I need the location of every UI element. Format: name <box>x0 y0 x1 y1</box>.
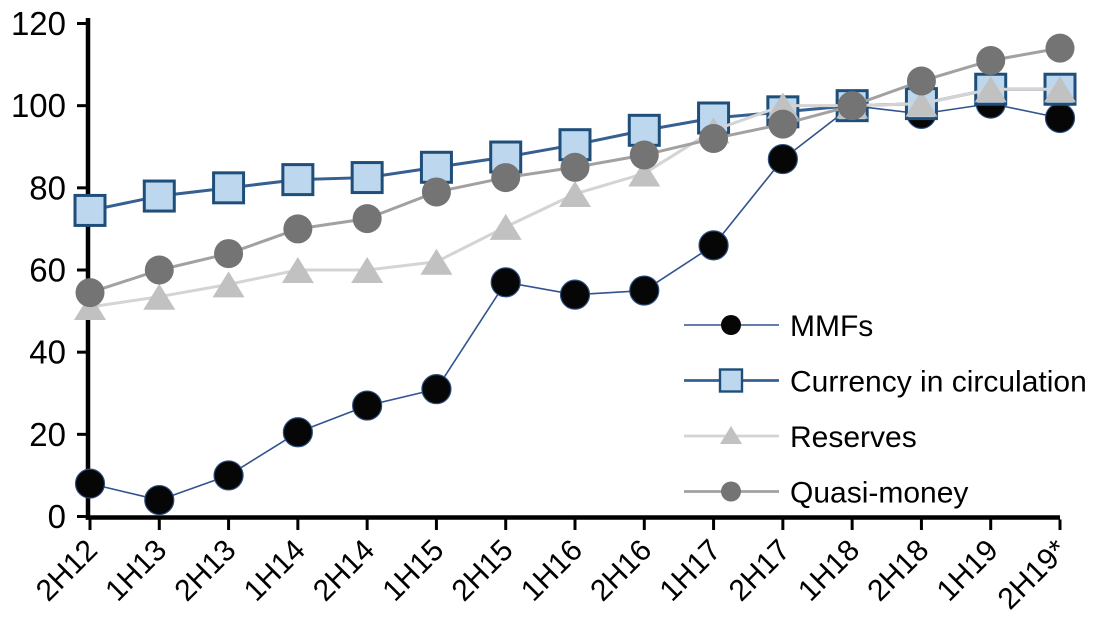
quasi-money-marker <box>837 91 867 121</box>
mmfs-marker <box>213 460 244 491</box>
legend-label: MMFs <box>790 310 873 343</box>
mmfs-marker <box>74 468 106 499</box>
legend-item-reserves: Reserves <box>684 421 917 454</box>
quasi-money-marker <box>560 152 590 182</box>
quasi-money-marker <box>352 204 382 234</box>
x-axis-label: 1H19 <box>931 534 1005 608</box>
reserves-marker <box>212 271 245 298</box>
legend-label: Currency in circulation <box>790 366 1087 399</box>
quasi-money-marker <box>906 66 936 96</box>
x-axis-label: 2H12 <box>30 534 104 608</box>
reserves-marker <box>559 180 591 207</box>
quasi-money-marker <box>144 255 174 285</box>
x-axis-label: 1H13 <box>99 534 173 608</box>
quasi-money-marker <box>768 109 798 139</box>
x-axis-label: 1H15 <box>376 534 450 608</box>
legend-item-quasi-money: Quasi-money <box>684 477 968 510</box>
mmfs-marker <box>767 143 798 175</box>
x-axis-label: 2H17 <box>723 534 797 608</box>
x-axis-label: 2H14 <box>307 534 381 608</box>
mmfs-marker <box>144 484 175 516</box>
reserves-marker <box>1044 76 1076 103</box>
reserves-marker <box>489 213 522 240</box>
currency-in-circulation-legend-marker <box>718 368 744 393</box>
mmfs-marker <box>282 417 313 448</box>
x-axis-label: 1H17 <box>653 534 727 608</box>
reserves-marker <box>905 90 938 117</box>
y-axis-label: 120 <box>11 5 66 42</box>
quasi-money-marker <box>629 140 659 170</box>
currency-in-circulation-marker <box>73 193 107 227</box>
reserves-marker <box>351 257 384 283</box>
y-axis-label: 100 <box>11 87 66 124</box>
legend-item-mmfs: MMFs <box>684 310 873 343</box>
reserves-marker <box>420 248 453 275</box>
quasi-money-marker <box>491 163 521 193</box>
series-quasi-money <box>75 33 1075 308</box>
quasi-money-marker <box>699 124 729 154</box>
y-axis-label: 60 <box>29 252 66 289</box>
reserves-marker <box>974 76 1007 103</box>
mmfs-marker <box>698 230 729 261</box>
mmfs-legend-marker <box>721 315 741 335</box>
quasi-money-marker <box>283 214 313 244</box>
x-axis-label: 2H15 <box>446 534 520 608</box>
quasi-money-marker <box>1045 33 1075 63</box>
currency-in-circulation-marker <box>281 163 315 197</box>
quasi-money-marker <box>214 239 244 269</box>
currency-in-circulation-marker <box>142 179 176 213</box>
mmfs-marker <box>1044 102 1076 134</box>
x-axis-label: 2H16 <box>584 534 658 608</box>
y-axis-label: 20 <box>29 416 66 453</box>
y-axis-label: 40 <box>29 334 66 371</box>
legend-item-currency-in-circulation: Currency in circulation <box>684 366 1087 399</box>
currency-in-circulation-marker <box>627 113 661 147</box>
legend-label: Quasi-money <box>790 477 968 510</box>
x-axis-label: 2H13 <box>168 534 242 608</box>
reserves-marker <box>281 257 314 283</box>
mmfs-marker <box>490 267 521 298</box>
reserves-marker <box>628 160 661 187</box>
x-axis-label: 2H19* <box>992 533 1075 616</box>
y-axis-label: 0 <box>48 498 66 535</box>
mmfs-marker <box>352 390 383 421</box>
currency-in-circulation-marker <box>350 161 384 195</box>
x-axis-label: 1H18 <box>792 534 866 608</box>
legend: MMFs Currency in circulation Reserves Quasi… <box>684 310 1087 510</box>
y-axis-label: 80 <box>29 169 66 206</box>
mmfs-marker <box>421 374 452 405</box>
quasi-money-legend-marker <box>721 481 741 502</box>
currency-in-circulation-marker <box>489 140 523 174</box>
quasi-money-marker <box>75 278 105 308</box>
x-axis-label: 1H14 <box>238 534 312 608</box>
legend-label: Reserves <box>790 421 917 454</box>
currency-in-circulation-marker <box>212 171 246 205</box>
mmfs-marker <box>559 279 591 310</box>
reserves-legend-marker <box>720 426 742 444</box>
quasi-money-marker <box>421 177 451 207</box>
reserves-marker <box>143 283 176 310</box>
mmfs-marker <box>629 275 660 306</box>
x-axis-label: 2H18 <box>861 534 935 608</box>
quasi-money-marker <box>976 45 1006 75</box>
x-axis-label: 1H16 <box>515 534 589 608</box>
